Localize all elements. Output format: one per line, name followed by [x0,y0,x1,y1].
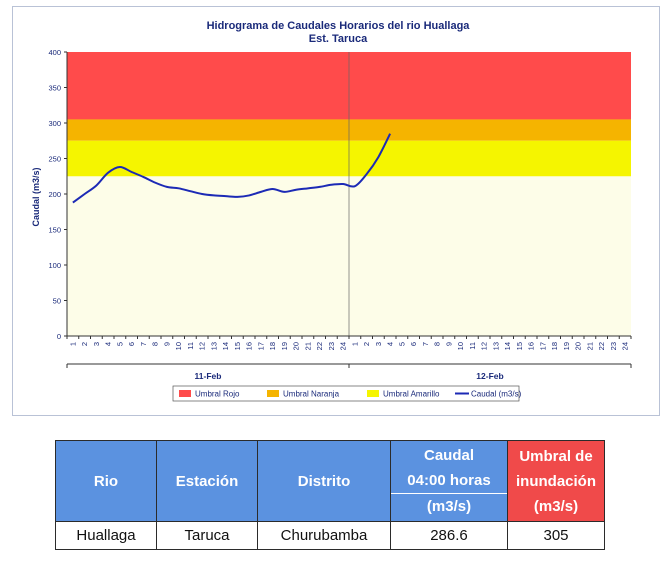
x-tick-label: 3 [92,342,101,346]
x-tick-label: 8 [433,342,442,346]
x-tick-label: 13 [491,342,500,350]
header-distrito: Distrito [257,440,391,522]
x-tick-label: 22 [597,342,606,350]
x-tick-label: 16 [527,342,536,350]
y-tick-label: 300 [48,119,61,128]
x-tick-label: 19 [562,342,571,350]
x-tick-label: 12 [480,342,489,350]
x-tick-label: 11 [468,342,477,350]
x-tick-label: 1 [350,342,359,346]
legend-label: Umbral Amarillo [383,390,440,399]
cell-caudal: 286.6 [390,521,508,550]
y-tick-label: 350 [48,84,61,93]
date-label: 12-Feb [476,371,503,381]
legend-label: Umbral Naranja [283,390,340,399]
x-tick-label: 15 [233,342,242,350]
x-tick-label: 10 [174,342,183,350]
x-tick-label: 14 [503,342,512,350]
x-tick-label: 22 [315,342,324,350]
legend-box [172,385,520,402]
x-tick-label: 20 [574,342,583,350]
x-tick-label: 2 [362,342,371,346]
legend-swatch [267,390,279,397]
header-caudal-line1: Caudal [423,447,474,464]
x-tick-label: 13 [209,342,218,350]
x-tick-label: 23 [609,342,618,350]
series-line-caudal [72,133,392,204]
y-tick-label: 250 [48,155,61,164]
x-tick-label: 18 [550,342,559,350]
x-tick-label: 21 [303,342,312,350]
x-tick-label: 8 [151,342,160,346]
x-tick-label: 21 [585,342,594,350]
x-tick-label: 23 [327,342,336,350]
x-tick-label: 17 [256,342,265,350]
y-tick-label: 50 [53,297,61,306]
legend-swatch [367,390,379,397]
header-caudal-line2: 04:00 horas [407,472,491,489]
table-row: Huallaga Taruca Churubamba 286.6 305 [55,521,605,550]
flow-table: Rio Estación Distrito Caudal 04:00 horas… [55,440,605,550]
x-tick-label: 4 [104,342,113,346]
cell-rio: Huallaga [55,521,157,550]
x-tick-label: 6 [409,342,418,346]
x-tick-label: 5 [397,342,406,346]
x-tick-label: 3 [374,342,383,346]
x-tick-label: 5 [115,342,124,346]
x-tick-label: 10 [456,342,465,350]
x-tick-label: 9 [444,342,453,346]
chart-subtitle: Est. Taruca [309,33,368,45]
cell-umbral: 305 [507,521,605,550]
header-umbral-line3: (m3/s) [533,497,579,515]
x-tick-label: 6 [127,342,136,346]
y-tick-label: 200 [48,190,61,199]
y-tick-label: 150 [48,226,61,235]
header-umbral-line2: inundación [516,472,596,490]
chart-panel: Hidrograma de Caudales Horarios del rio … [12,6,660,416]
x-tick-label: 9 [162,342,171,346]
x-tick-label: 1 [68,342,77,346]
legend-label: Umbral Rojo [195,390,240,399]
cell-estacion: Taruca [156,521,258,550]
x-tick-label: 20 [292,342,301,350]
cell-distrito: Churubamba [257,521,391,550]
x-tick-label: 2 [80,342,89,346]
chart-title: Hidrograma de Caudales Horarios del rio … [207,20,471,32]
header-estacion: Estación [156,440,258,522]
y-axis-label: Caudal (m3/s) [31,167,41,226]
legend-swatch [179,390,191,397]
x-tick-label: 4 [386,342,395,346]
x-tick-label: 18 [268,342,277,350]
date-label: 11-Feb [195,371,222,381]
x-tick-label: 14 [221,342,230,350]
x-tick-label: 24 [621,342,630,350]
x-tick-label: 7 [421,342,430,346]
x-tick-label: 12 [198,342,207,350]
header-caudal: Caudal 04:00 horas (m3/s) [390,440,508,522]
x-tick-label: 24 [339,342,348,350]
header-umbral-line1: Umbral de [519,447,593,465]
legend-label: Caudal (m3/s) [471,390,522,399]
x-tick-label: 15 [515,342,524,350]
y-tick-label: 100 [48,261,61,270]
header-caudal-line3: (m3/s) [391,493,507,519]
x-tick-label: 19 [280,342,289,350]
y-tick-label: 400 [48,48,61,57]
y-tick-label: 0 [57,332,61,341]
x-tick-label: 11 [186,342,195,350]
hydrograph-chart: Hidrograma de Caudales Horarios del rio … [31,20,632,402]
x-tick-label: 7 [139,342,148,346]
header-umbral: Umbral de inundación (m3/s) [507,440,605,522]
x-tick-label: 17 [538,342,547,350]
x-tick-label: 16 [245,342,254,350]
table-header-row: Rio Estación Distrito Caudal 04:00 horas… [55,440,605,522]
header-rio: Rio [55,440,157,522]
